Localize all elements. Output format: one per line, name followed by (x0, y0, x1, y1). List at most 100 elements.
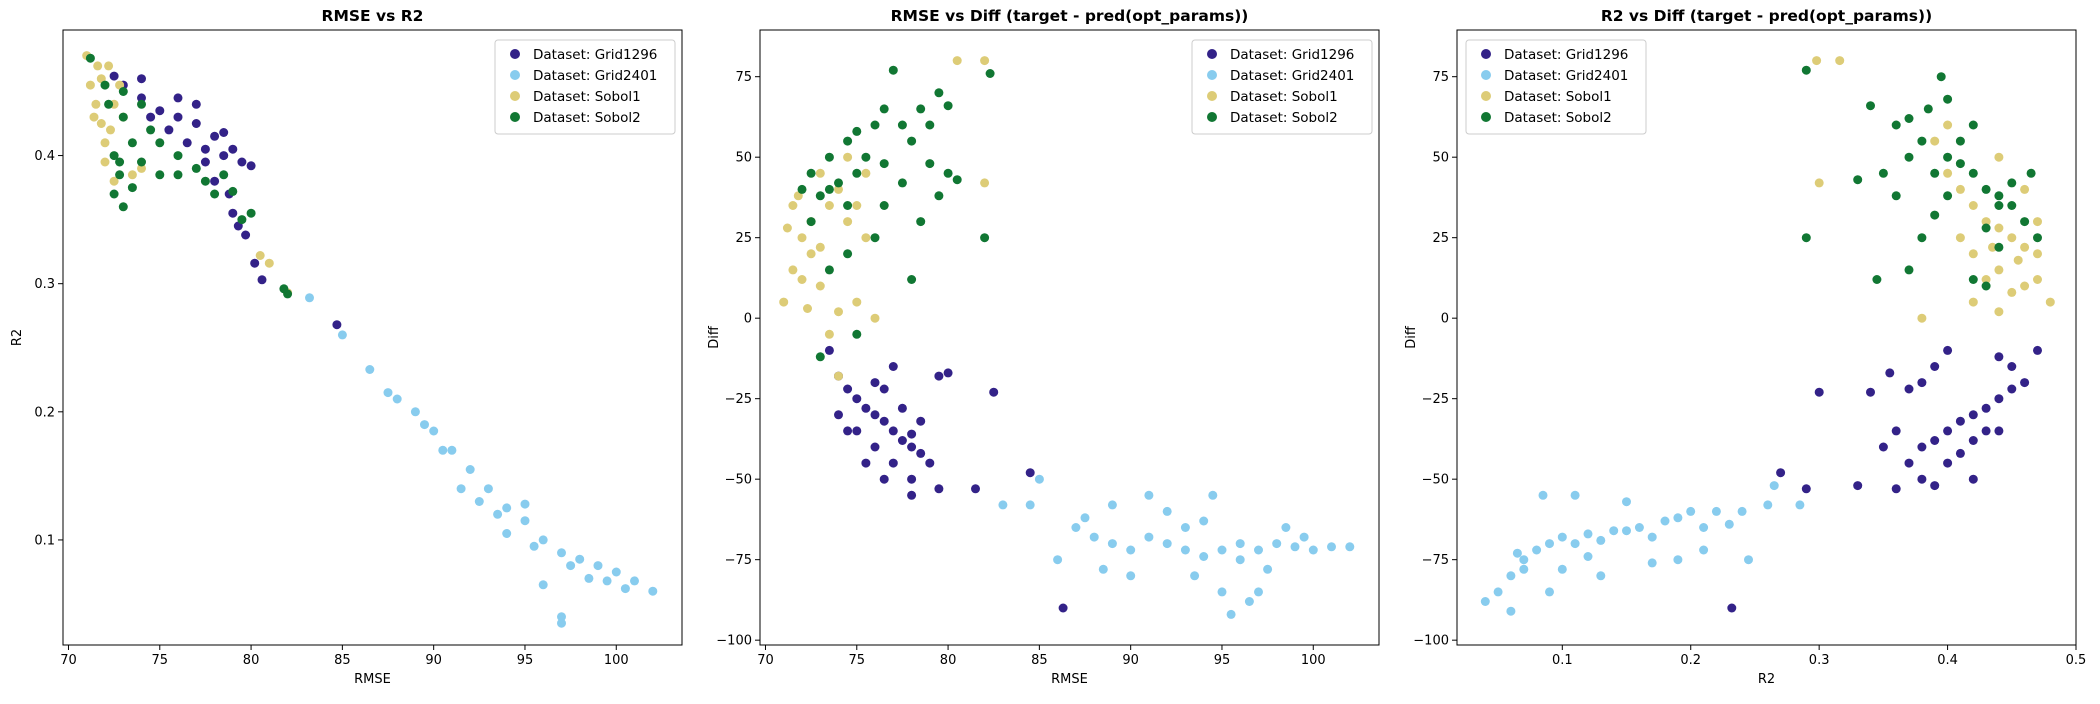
axes-frame (759, 29, 1380, 646)
y-tick-label: −25 (725, 392, 752, 407)
scatter-point (115, 170, 125, 180)
y-tick-label: 0.1 (34, 533, 55, 548)
legend-box (1191, 39, 1373, 135)
y-tick-label: 50 (1432, 151, 1449, 166)
y-tick-label: 75 (735, 70, 752, 85)
scatter-point (943, 101, 953, 111)
y-axis-label: Diff (707, 325, 722, 349)
scatter-point (934, 88, 944, 98)
y-tick-label: −50 (725, 473, 752, 488)
scatter-point (1647, 532, 1657, 542)
scatter-point (943, 368, 953, 378)
scatter-point (1878, 442, 1888, 452)
scatter-point (137, 99, 146, 109)
scatter-point (1053, 555, 1063, 565)
scatter-point (1493, 587, 1503, 597)
scatter-point (1955, 159, 1965, 169)
scatter-point (1936, 72, 1946, 82)
scatter-point (1930, 481, 1940, 491)
scatter-point (173, 93, 183, 103)
scatter-point (1727, 603, 1737, 613)
x-tick-label: 80 (243, 653, 260, 668)
scatter-point (1244, 597, 1254, 606)
scatter-point (520, 516, 530, 526)
scatter-point (305, 293, 314, 303)
scatter-point (1583, 529, 1593, 539)
scatter-point (788, 265, 798, 275)
scatter-point (980, 178, 990, 188)
scatter-point (952, 175, 962, 185)
legend-marker (1207, 91, 1217, 101)
scatter-point (1519, 564, 1529, 574)
scatter-point (228, 208, 238, 218)
scatter-point (1981, 426, 1991, 436)
scatter-point (1968, 120, 1978, 130)
scatter-point (2033, 217, 2042, 227)
axes-frame (1456, 29, 2077, 646)
scatter-point (127, 138, 137, 148)
scatter-point (1272, 539, 1282, 549)
scatter-point (907, 442, 917, 452)
scatter-point (529, 541, 539, 551)
scatter-point (520, 499, 530, 509)
scatter-point (907, 275, 917, 284)
scatter-point (925, 120, 935, 130)
scatter-point (1801, 233, 1811, 243)
scatter-point (843, 201, 853, 210)
x-tick-label: 100 (604, 653, 629, 668)
scatter-point (1080, 513, 1090, 523)
scatter-point (1126, 545, 1136, 555)
scatter-point (1570, 539, 1580, 549)
scatter-point (1686, 506, 1696, 516)
x-tick-label: 85 (1031, 653, 1048, 668)
scatter-point (897, 120, 907, 130)
scatter-point (2007, 362, 2017, 371)
scatter-point (934, 484, 944, 494)
scatter-point (2020, 378, 2030, 388)
legend-label: Dataset: Sobol1 (1230, 89, 1338, 105)
y-tick-label: −75 (725, 553, 752, 568)
scatter-point (502, 529, 512, 538)
scatter-point (1968, 201, 1978, 210)
scatter-point (1853, 175, 1863, 185)
scatter-point (1930, 362, 1940, 371)
scatter-point (916, 217, 926, 227)
scatter-point (1981, 184, 1991, 194)
scatter-point (1673, 555, 1683, 565)
y-tick-label: −100 (1413, 634, 1449, 649)
scatter-point (985, 69, 995, 78)
scatter-point (980, 233, 990, 243)
scatter-point (925, 159, 935, 169)
legend-marker (1207, 49, 1217, 59)
scatter-point (1904, 384, 1914, 394)
x-tick-label: 70 (60, 653, 77, 668)
scatter-point (420, 420, 429, 430)
x-axis-label: RMSE (1051, 672, 1088, 687)
scatter-point (852, 394, 862, 404)
scatter-point (630, 576, 639, 586)
scatter-point (1107, 539, 1117, 549)
scatter-point (1923, 104, 1933, 114)
scatter-point (118, 112, 128, 122)
scatter-point (1994, 265, 2004, 275)
scatter-point (1281, 523, 1291, 532)
legend-label: Dataset: Grid1296 (1230, 47, 1354, 63)
scatter-point (788, 201, 798, 210)
scatter-point (852, 426, 862, 436)
scatter-point (834, 371, 843, 381)
x-tick-label: 75 (849, 653, 866, 668)
scatter-point (1891, 120, 1901, 130)
x-axis-label: R2 (1758, 672, 1775, 687)
scatter-point (1955, 136, 1965, 146)
scatter-point (264, 258, 274, 268)
scatter-point (861, 168, 871, 178)
scatter-point (834, 178, 843, 188)
scatter-point (1981, 217, 1991, 227)
scatter-point (173, 112, 183, 122)
scatter-point (557, 612, 566, 622)
x-tick-label: 80 (940, 653, 957, 668)
scatter-point (2007, 287, 2017, 297)
scatter-point (1254, 587, 1263, 597)
x-tick-label: 0.5 (2066, 653, 2087, 668)
